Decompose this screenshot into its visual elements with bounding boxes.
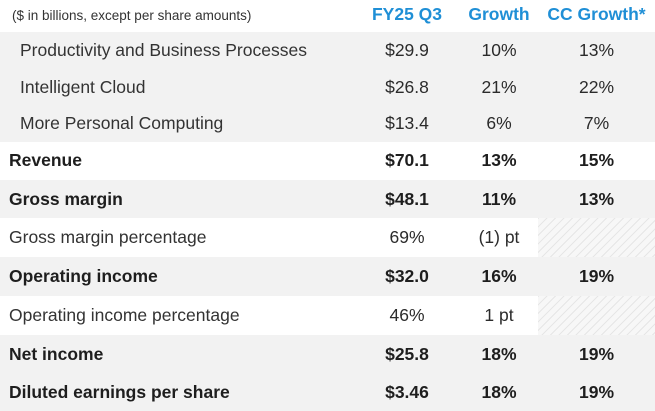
table-row-gross-margin: Gross margin $48.1 11% 13% <box>0 180 655 218</box>
growth-value: 16% <box>481 266 517 286</box>
cc-growth-value: 7% <box>583 113 610 133</box>
fy25-q3-value: $25.8 <box>385 344 429 364</box>
growth-value: 18% <box>481 382 517 402</box>
fy25-q3-value: $3.46 <box>385 382 429 402</box>
growth-value: 13% <box>481 150 517 170</box>
table-row-productivity: Productivity and Business Processes $29.… <box>0 32 655 70</box>
column-header-cc-growth: CC Growth* <box>547 4 646 24</box>
growth-value: 21% <box>481 77 517 97</box>
table-row-intelligent-cloud: Intelligent Cloud $26.8 21% 22% <box>0 70 655 106</box>
cc-growth-value: 22% <box>578 77 615 97</box>
cc-growth-value: 13% <box>578 40 615 60</box>
row-label: Intelligent Cloud <box>20 77 146 97</box>
row-label: Net income <box>9 344 104 364</box>
fy25-q3-value: $32.0 <box>385 266 429 286</box>
growth-value: 18% <box>481 344 517 364</box>
growth-value: 10% <box>481 40 517 60</box>
not-applicable-cell <box>538 218 655 257</box>
fy25-q3-value: $13.4 <box>385 113 429 133</box>
fy25-q3-value: $48.1 <box>385 189 429 209</box>
row-label: More Personal Computing <box>20 113 224 133</box>
table-header: ($ in billions, except per share amounts… <box>0 0 655 32</box>
table-row-more-personal-computing: More Personal Computing $13.4 6% 7% <box>0 106 655 142</box>
cc-growth-value: 19% <box>578 344 615 364</box>
growth-value: 11% <box>481 189 517 209</box>
table-row-gross-margin-percentage: Gross margin percentage 69% (1) pt <box>0 218 655 257</box>
cc-growth-value: 19% <box>578 266 615 286</box>
table-row-diluted-eps: Diluted earnings per share $3.46 18% 19% <box>0 373 655 411</box>
growth-value: 6% <box>486 113 512 133</box>
cc-growth-value: 15% <box>578 150 615 170</box>
row-label: Diluted earnings per share <box>9 382 230 402</box>
cc-growth-value: 13% <box>578 189 615 209</box>
row-label: Operating income <box>9 266 158 286</box>
column-header-growth: Growth <box>468 4 530 24</box>
fy25-q3-value: $26.8 <box>385 77 429 97</box>
growth-value: 1 pt <box>484 305 514 325</box>
fy25-q3-value: $70.1 <box>385 150 429 170</box>
row-label: Productivity and Business Processes <box>20 40 307 60</box>
growth-value: (1) pt <box>478 227 520 247</box>
table-row-net-income: Net income $25.8 18% 19% <box>0 335 655 373</box>
table-row-revenue: Revenue $70.1 13% 15% <box>0 142 655 180</box>
row-label: Gross margin <box>9 189 123 209</box>
row-label: Gross margin percentage <box>9 227 207 247</box>
fy25-q3-value: $29.9 <box>385 40 429 60</box>
fy25-q3-value: 46% <box>389 305 425 325</box>
not-applicable-cell <box>538 296 655 335</box>
cc-growth-value: 19% <box>578 382 615 402</box>
table-row-operating-income: Operating income $32.0 16% 19% <box>0 257 655 296</box>
table-row-operating-income-percentage: Operating income percentage 46% 1 pt <box>0 296 655 335</box>
units-note: ($ in billions, except per share amounts… <box>12 8 252 23</box>
fy25-q3-value: 69% <box>389 227 425 247</box>
column-header-fy25-q3: FY25 Q3 <box>371 4 443 24</box>
row-label: Revenue <box>9 150 82 170</box>
row-label: Operating income percentage <box>9 305 240 325</box>
